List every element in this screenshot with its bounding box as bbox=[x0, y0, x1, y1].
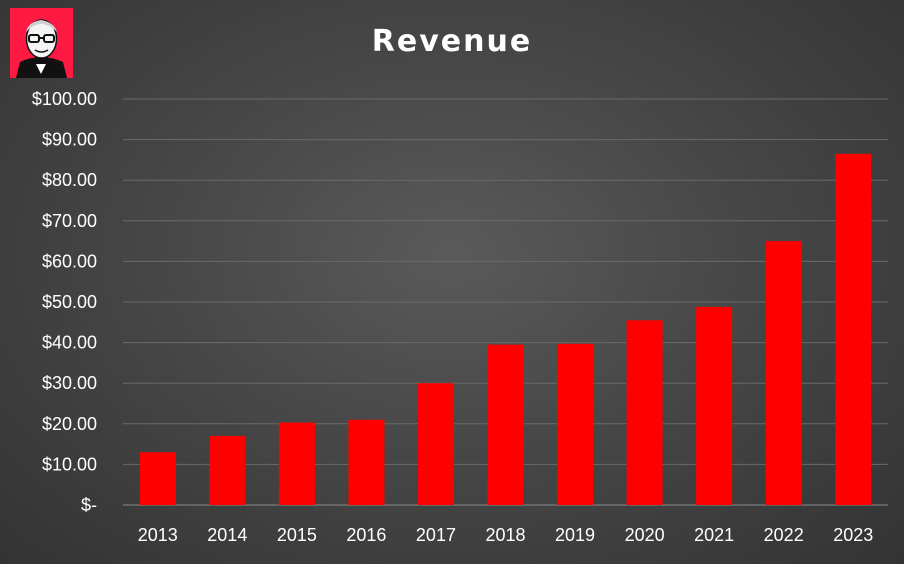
y-tick-label: $100.00 bbox=[32, 89, 97, 109]
bar-2021 bbox=[696, 306, 733, 505]
x-tick-label: 2018 bbox=[485, 525, 525, 545]
bar-2015 bbox=[278, 422, 315, 505]
y-tick-label: $50.00 bbox=[42, 292, 97, 312]
y-tick-label: $80.00 bbox=[42, 170, 97, 190]
bar-2016 bbox=[348, 419, 385, 505]
bar-2017 bbox=[417, 383, 454, 505]
bars bbox=[139, 153, 872, 505]
y-tick-label: $30.00 bbox=[42, 373, 97, 393]
y-tick-label: $90.00 bbox=[42, 130, 97, 150]
y-tick-label: $70.00 bbox=[42, 211, 97, 231]
bar-2019 bbox=[557, 343, 594, 505]
x-tick-label: 2023 bbox=[833, 525, 873, 545]
y-tick-label: $- bbox=[81, 495, 97, 515]
bar-2018 bbox=[487, 344, 524, 505]
x-tick-label: 2019 bbox=[555, 525, 595, 545]
bar-2023 bbox=[835, 153, 872, 505]
x-tick-label: 2022 bbox=[764, 525, 804, 545]
x-tick-label: 2015 bbox=[277, 525, 317, 545]
portrait-logo-icon bbox=[10, 8, 73, 78]
chart-title: Revenue bbox=[371, 24, 533, 59]
y-axis-labels: $- $10.00 $20.00 $30.00 $40.00 $50.00 $60.00 $7… bbox=[32, 89, 97, 515]
x-tick-label: 2014 bbox=[207, 525, 247, 545]
bar-2022 bbox=[765, 241, 802, 505]
bar-2014 bbox=[209, 435, 246, 505]
y-tick-label: $40.00 bbox=[42, 333, 97, 353]
y-tick-label: $10.00 bbox=[42, 454, 97, 474]
x-tick-label: 2016 bbox=[346, 525, 386, 545]
x-tick-label: 2020 bbox=[625, 525, 665, 545]
bar-2020 bbox=[626, 320, 663, 505]
y-tick-label: $60.00 bbox=[42, 251, 97, 271]
bar-2013 bbox=[139, 452, 176, 505]
y-tick-label: $20.00 bbox=[42, 414, 97, 434]
x-axis-labels: 2013 2014 2015 2016 2017 2018 2019 2020 2021 2022… bbox=[138, 525, 874, 545]
x-tick-label: 2021 bbox=[694, 525, 734, 545]
x-tick-label: 2013 bbox=[138, 525, 178, 545]
x-tick-label: 2017 bbox=[416, 525, 456, 545]
